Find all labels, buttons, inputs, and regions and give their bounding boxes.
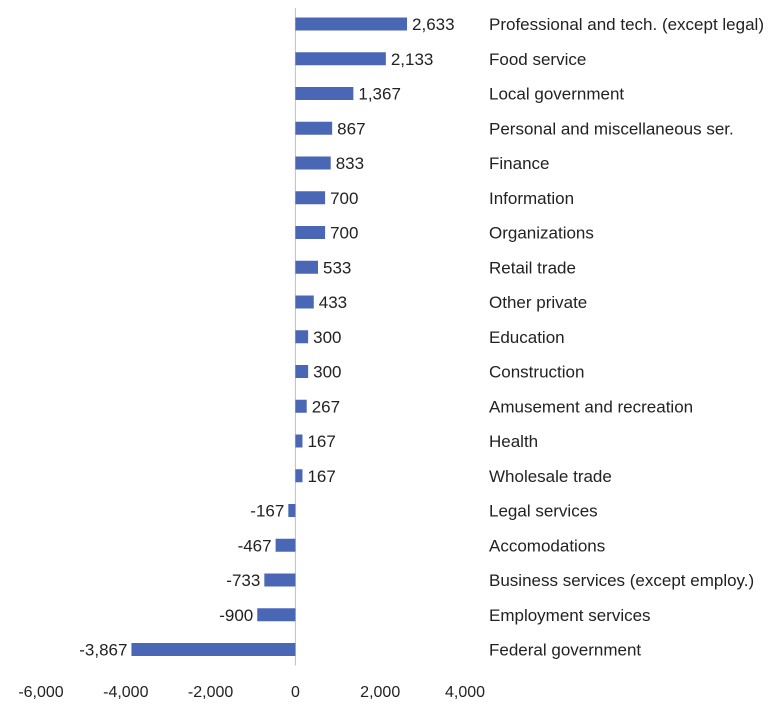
data-label: -733: [226, 571, 260, 590]
bar: [275, 538, 296, 552]
category-label: Food service: [489, 50, 586, 69]
data-label: -3,867: [79, 641, 127, 660]
category-label: Education: [489, 328, 565, 347]
category-label: Legal services: [489, 502, 598, 521]
bar: [295, 330, 309, 344]
bar: [295, 87, 354, 100]
bar: [295, 17, 408, 31]
bar: [295, 260, 318, 274]
category-label: Amusement and recreation: [489, 397, 693, 416]
bar: [295, 52, 386, 66]
x-tick-label: 0: [291, 684, 300, 701]
bar: [295, 191, 326, 205]
data-label: 267: [312, 397, 340, 416]
category-label: Local government: [489, 85, 624, 104]
x-tick-label: -6,000: [18, 684, 63, 701]
bar: [295, 469, 303, 483]
category-label: Federal government: [489, 641, 641, 660]
bar: [264, 573, 296, 587]
bar: [295, 295, 314, 309]
x-tick-label: 2,000: [360, 684, 400, 701]
category-label: Business services (except employ.): [489, 571, 754, 590]
bar: [295, 156, 331, 170]
category-label: Wholesale trade: [489, 467, 612, 486]
data-label: -900: [219, 606, 253, 625]
category-label: Organizations: [489, 224, 594, 243]
bar: [295, 365, 309, 378]
bar: [257, 608, 296, 622]
x-tick-label: -2,000: [188, 684, 233, 701]
x-tick-label: -4,000: [103, 684, 148, 701]
data-label: 300: [313, 363, 341, 382]
category-label: Other private: [489, 293, 587, 312]
data-label: 833: [336, 154, 364, 173]
category-label: Professional and tech. (except legal): [489, 15, 764, 34]
data-label: 300: [313, 328, 341, 347]
bar: [288, 504, 296, 517]
data-label: 1,367: [358, 85, 401, 104]
data-label: 167: [307, 467, 335, 486]
data-label: 2,133: [391, 50, 434, 69]
bar: [295, 434, 303, 448]
data-label: 167: [307, 432, 335, 451]
bars-group: [131, 17, 408, 656]
category-label: Employment services: [489, 606, 651, 625]
data-label: 700: [330, 189, 358, 208]
x-axis-ticks-group: -6,000 -4,000 -2,000 0 2,000 4,000: [18, 684, 485, 701]
data-label: 867: [337, 119, 365, 138]
data-label: -167: [250, 502, 284, 521]
category-label: Personal and miscellaneous ser.: [489, 119, 734, 138]
category-label: Health: [489, 432, 538, 451]
category-label: Construction: [489, 363, 584, 382]
bar: [295, 121, 333, 135]
category-label: Accomodations: [489, 536, 605, 555]
bar: [295, 399, 307, 413]
category-label: Finance: [489, 154, 549, 173]
data-label: 2,633: [412, 15, 455, 34]
data-label: -467: [238, 536, 272, 555]
bar: [295, 226, 326, 239]
data-labels-group: 2,633 2,133 1,367 867 833 700 700 533 433 300 300 2…: [79, 15, 454, 660]
data-label: 433: [319, 293, 347, 312]
x-tick-label: 4,000: [445, 684, 485, 701]
category-labels-group: Professional and tech. (except legal) Foo…: [489, 15, 764, 660]
data-label: 533: [323, 258, 351, 277]
category-label: Retail trade: [489, 258, 576, 277]
data-label: 700: [330, 224, 358, 243]
bar: [131, 643, 296, 656]
category-label: Information: [489, 189, 574, 208]
